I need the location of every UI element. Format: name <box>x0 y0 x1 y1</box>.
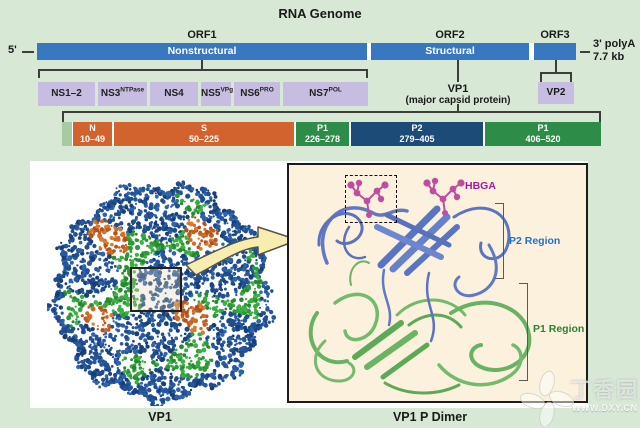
protein-box-ns6: NS6PRO <box>234 82 280 106</box>
genome-segment-orf3 <box>534 43 576 60</box>
orf3-vp2-connector <box>555 60 557 72</box>
p2-region-bracket <box>495 203 504 279</box>
ns3-label: NS3 <box>100 88 121 99</box>
orf3-vp2-bracket <box>540 72 572 82</box>
p1-region-bracket <box>519 283 528 381</box>
genome-segment-orf2: Structural <box>371 43 529 60</box>
figure-title: RNA Genome <box>278 6 362 21</box>
genome-bar: Nonstructural Structural <box>37 43 576 60</box>
domain-n-range: 10–49 <box>79 134 106 144</box>
domain-s-range: 50–225 <box>188 134 220 144</box>
p1-region-label: P1 Region <box>533 323 585 335</box>
orf1-ns-bracket <box>38 69 368 78</box>
vp1-name: VP1 <box>447 83 469 95</box>
zoom-arrow-icon <box>185 226 299 276</box>
p2-region-ribbons <box>317 205 511 343</box>
domain-s-name: S <box>200 123 207 133</box>
domain-segment-n: N 10–49 <box>73 122 112 146</box>
ns5-superscript: VPg <box>220 86 234 94</box>
zoom-highlight-square <box>130 267 182 312</box>
watermark: 丁香园 WWW.DXY.CN <box>518 366 640 426</box>
ns7-superscript: POL <box>328 86 342 94</box>
ns5-label: NS5 <box>201 88 221 99</box>
five-prime-tick <box>22 51 34 53</box>
protein-box-ns5: NS5VPg <box>201 82 234 106</box>
domain-p1b-name: P1 <box>537 123 549 133</box>
three-prime-tick <box>580 51 590 53</box>
vp1-p-dimer-image <box>308 177 532 395</box>
domain-p2-range: 279–405 <box>399 134 435 144</box>
domain-segment-p1a: P1 226–278 <box>296 122 349 146</box>
orf1-connector-line <box>201 60 203 69</box>
five-prime-end-label: 5' <box>8 44 17 56</box>
ns6-label: NS6 <box>240 88 260 99</box>
orf1-label: ORF1 <box>187 29 217 41</box>
vp1-domain-bar: N 10–49 S 50–225 P1 226–278 P2 279–405 P… <box>62 122 601 146</box>
protein-box-vp2: VP2 <box>538 82 574 104</box>
hbga-label: HBGA <box>465 180 496 192</box>
ns7-label: NS7 <box>309 88 329 99</box>
protein-box-ns3: NS3NTPase <box>98 82 147 106</box>
protein-box-ns1-2: NS1–2 <box>38 82 95 106</box>
three-prime-polya: 3' polyA <box>593 38 636 50</box>
domain-segment-p2: P2 279–405 <box>351 122 483 146</box>
three-prime-end-label: 3' polyA 7.7 kb <box>593 38 639 64</box>
protein-box-ns4: NS4 <box>150 82 198 106</box>
p2-region-label: P2 Region <box>509 235 561 247</box>
domain-segment-s: S 50–225 <box>114 122 294 146</box>
orf2-label: ORF2 <box>435 29 465 41</box>
watermark-url: WWW.DXY.CN <box>572 403 638 413</box>
ns4-label: NS4 <box>164 88 184 99</box>
orf2-vp1-connector <box>457 60 459 82</box>
ns6-superscript: PRO <box>259 86 274 94</box>
dxy-flower-icon <box>520 370 574 426</box>
genome-segment-orf1: Nonstructural <box>37 43 367 60</box>
domain-p1a-range: 226–278 <box>304 134 341 144</box>
domain-p2-name: P2 <box>411 123 423 133</box>
domain-p1b-range: 406–520 <box>525 134 561 144</box>
domain-segment-p1b: P1 406–520 <box>485 122 601 146</box>
domain-segment-leader <box>62 122 72 146</box>
watermark-logo-text: 丁香园 <box>570 379 639 402</box>
ns3-superscript: NTPase <box>120 86 145 94</box>
genome-length: 7.7 kb <box>593 51 625 63</box>
protein-box-ns7: NS7POL <box>283 82 368 106</box>
domain-p1a-name: P1 <box>316 123 328 133</box>
vp1-domain-bracket <box>62 111 601 122</box>
p-dimer-panel: HBGA P2 Region P1 Region <box>287 163 588 403</box>
vp1-domain-connector <box>457 104 459 112</box>
vp1-description: (major capsid protein) <box>405 95 511 106</box>
capsid-caption: VP1 <box>148 410 172 424</box>
vp1-capsid-image <box>47 180 277 406</box>
hbga-dashed-box <box>345 175 397 223</box>
vp1-caption: VP1 (major capsid protein) <box>388 83 528 106</box>
p1-region-ribbons <box>308 260 532 395</box>
orf3-label: ORF3 <box>540 29 570 41</box>
p-dimer-caption: VP1 P Dimer <box>392 410 468 424</box>
domain-n-name: N <box>89 123 96 133</box>
ns1-2-label: NS1–2 <box>51 88 82 99</box>
